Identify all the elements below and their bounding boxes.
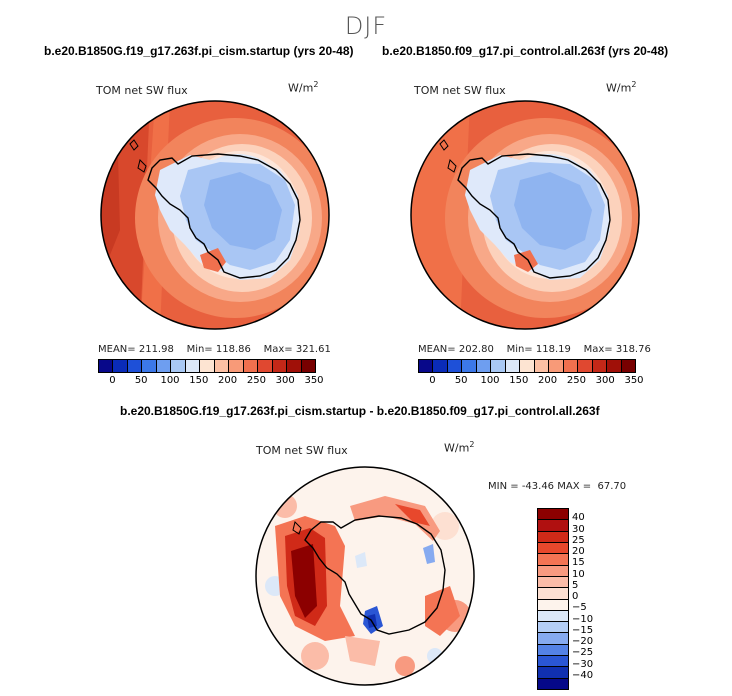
colorbar-swatch <box>538 565 568 577</box>
colorbar-swatch <box>538 644 568 657</box>
colorbar-swatch <box>229 360 244 372</box>
colorbar-swatch <box>538 520 568 532</box>
colorbar-swatch <box>538 599 568 611</box>
colorbar-tick-label: 150 <box>189 375 209 386</box>
panel2-run-title: b.e20.B1850.f09_g17.pi_control.all.263f … <box>382 44 669 58</box>
colorbar-swatch <box>99 360 114 372</box>
colorbar-swatch <box>538 588 568 600</box>
colorbar-tick-label: 200 <box>538 375 558 386</box>
colorbar-swatch <box>491 360 506 372</box>
colorbar-tick-label: 250 <box>566 375 586 386</box>
colorbar-swatch <box>520 360 535 372</box>
colorbar-swatch <box>200 360 215 372</box>
colorbar-swatch <box>142 360 157 372</box>
colorbar-tick-label: 100 <box>480 375 500 386</box>
colorbar-tick-label: 100 <box>160 375 180 386</box>
colorbar-tick-label: 50 <box>134 375 148 386</box>
colorbar-tick-label: 15 <box>572 557 585 569</box>
diff-colorbar-ticks: 40 30 25 20 15 10 5 0 −5 −10 −15 −20 −25 −30 −40 <box>572 508 612 688</box>
colorbar-tick-label: −30 <box>572 658 594 670</box>
colorbar-tick-label: 10 <box>572 568 585 580</box>
colorbar-swatch <box>549 360 564 372</box>
colorbar-tick-label: 300 <box>595 375 615 386</box>
colorbar-swatch <box>538 542 568 555</box>
diff-units: W/m2 <box>444 440 475 455</box>
colorbar-tick-label: 350 <box>624 375 644 386</box>
panel2-colorbar <box>418 359 636 373</box>
colorbar-swatch <box>113 360 128 372</box>
colorbar-swatch <box>185 360 201 372</box>
colorbar-swatch <box>301 360 316 372</box>
colorbar-swatch <box>243 360 259 372</box>
colorbar-swatch <box>433 360 448 372</box>
colorbar-tick-label: 150 <box>509 375 529 386</box>
colorbar-tick-label: 50 <box>454 375 468 386</box>
panel2-polar-map <box>410 100 640 330</box>
colorbar-tick-label: −5 <box>572 602 587 614</box>
diff-variable-label: TOM net SW flux <box>256 444 348 457</box>
colorbar-swatch <box>287 360 302 372</box>
colorbar-swatch <box>538 622 568 634</box>
colorbar-tick-label: 0 <box>429 375 436 386</box>
colorbar-swatch <box>462 360 477 372</box>
panel1-stats: MEAN= 211.98 Min= 118.86 Max= 321.61 <box>98 344 331 355</box>
colorbar-tick-label: 200 <box>218 375 238 386</box>
colorbar-swatch <box>563 360 579 372</box>
panel1-units: W/m2 <box>288 80 319 95</box>
colorbar-swatch <box>592 360 608 372</box>
colorbar-swatch <box>538 576 568 589</box>
colorbar-tick-label: 40 <box>572 512 585 524</box>
panel1-run-title: b.e20.B1850G.f19_g17.263f.pi_cism.startu… <box>44 44 354 58</box>
colorbar-tick-label: 250 <box>246 375 266 386</box>
panel2-stats: MEAN= 202.80 Min= 118.19 Max= 318.76 <box>418 344 651 355</box>
panel1-colorbar <box>98 359 316 373</box>
colorbar-tick-label: 0 <box>572 591 579 602</box>
diff-title: b.e20.B1850G.f19_g17.263f.pi_cism.startu… <box>120 404 600 418</box>
colorbar-swatch <box>538 509 568 521</box>
colorbar-swatch <box>272 360 288 372</box>
colorbar-swatch <box>538 554 568 566</box>
colorbar-swatch <box>156 360 172 372</box>
panel2-variable-label: TOM net SW flux <box>414 84 506 97</box>
diff-polar-map <box>255 466 475 686</box>
colorbar-swatch <box>538 531 568 543</box>
colorbar-tick-label: 300 <box>275 375 295 386</box>
colorbar-swatch <box>538 667 568 679</box>
colorbar-swatch <box>538 678 568 689</box>
colorbar-tick-label: 30 <box>572 523 585 535</box>
panel2-colorbar-ticks: 0 50 100 150 200 250 300 350 <box>418 375 643 389</box>
colorbar-swatch <box>447 360 463 372</box>
panel1-variable-label: TOM net SW flux <box>96 84 188 97</box>
colorbar-tick-label: 5 <box>572 579 579 591</box>
colorbar-tick-label: 25 <box>572 534 585 546</box>
colorbar-tick-label: 350 <box>304 375 324 386</box>
colorbar-swatch <box>505 360 521 372</box>
colorbar-tick-label: 0 <box>109 375 116 386</box>
season-title: DJF <box>344 12 388 40</box>
colorbar-tick-label: −40 <box>572 669 594 681</box>
colorbar-tick-label: −20 <box>572 636 594 647</box>
colorbar-swatch <box>419 360 434 372</box>
colorbar-tick-label: 20 <box>572 546 585 557</box>
colorbar-tick-label: −10 <box>572 613 594 625</box>
colorbar-tick-label: −25 <box>572 647 594 659</box>
colorbar-swatch <box>127 360 143 372</box>
diff-min-max: MIN = -43.46 MAX = 67.70 <box>488 481 627 492</box>
colorbar-swatch <box>214 360 230 372</box>
colorbar-swatch <box>538 633 568 645</box>
colorbar-swatch <box>578 360 593 372</box>
colorbar-swatch <box>621 360 636 372</box>
colorbar-swatch <box>258 360 273 372</box>
colorbar-swatch <box>538 610 568 623</box>
colorbar-tick-label: −15 <box>572 624 594 636</box>
colorbar-swatch <box>538 656 568 668</box>
colorbar-swatch <box>171 360 186 372</box>
colorbar-swatch <box>607 360 622 372</box>
colorbar-swatch <box>534 360 550 372</box>
colorbar-swatch <box>476 360 492 372</box>
panel2-units: W/m2 <box>606 80 637 95</box>
panel1-colorbar-ticks: 0 50 100 150 200 250 300 350 <box>98 375 323 389</box>
diff-colorbar <box>537 508 569 690</box>
panel1-polar-map <box>100 100 330 330</box>
